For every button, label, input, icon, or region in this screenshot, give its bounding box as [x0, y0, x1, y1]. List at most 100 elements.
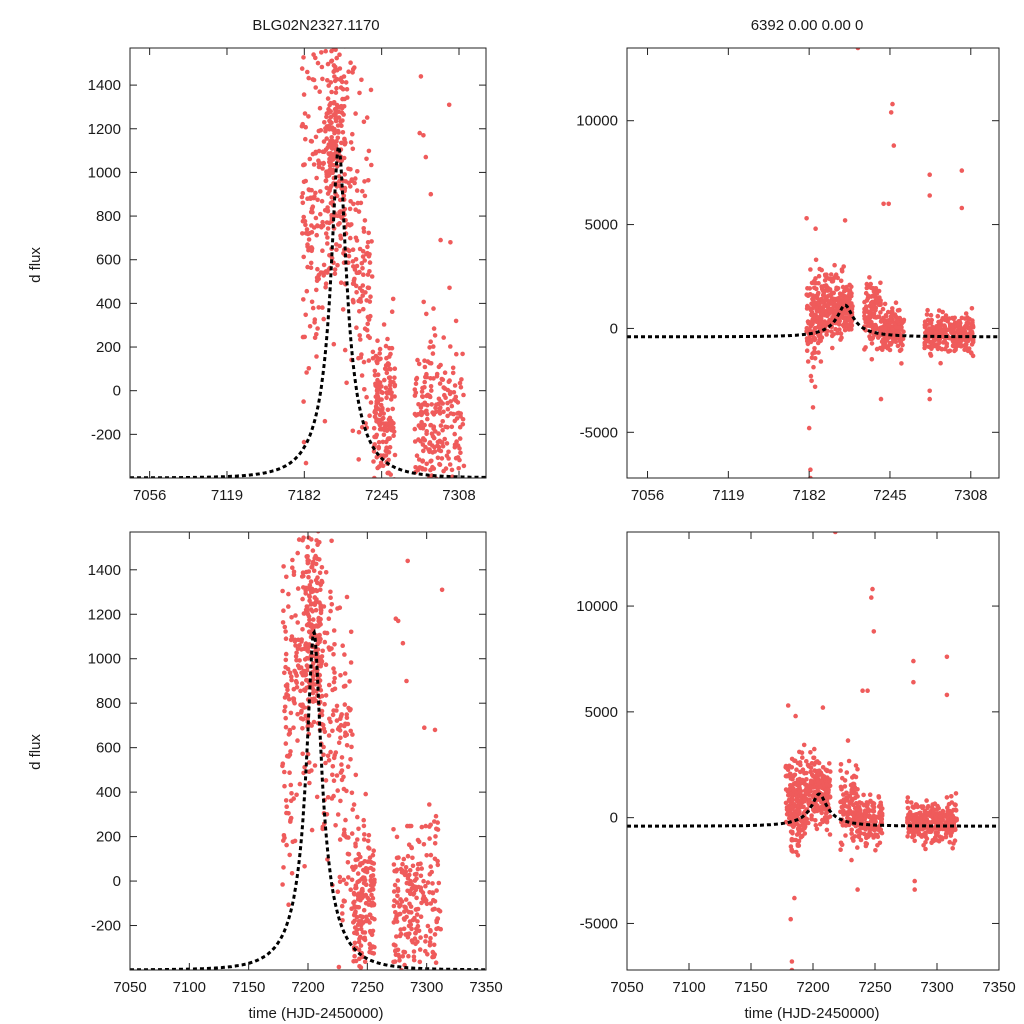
- data-point: [827, 814, 833, 819]
- data-point: [326, 172, 332, 178]
- data-point: [838, 768, 843, 773]
- data-point: [842, 327, 848, 333]
- data-point: [849, 784, 855, 789]
- data-point: [436, 364, 442, 370]
- data-point: [371, 449, 377, 454]
- data-point: [306, 366, 312, 371]
- y-tick-label: 1000: [88, 164, 121, 181]
- data-point: [969, 306, 975, 311]
- data-point: [350, 146, 356, 152]
- data-point: [787, 797, 792, 803]
- data-point: [793, 780, 798, 786]
- data-point: [386, 362, 392, 367]
- data-point: [460, 351, 465, 357]
- data-point: [387, 426, 393, 432]
- data-point: [283, 657, 289, 663]
- data-point: [338, 798, 343, 804]
- data-point: [316, 128, 322, 134]
- data-point: [394, 919, 400, 924]
- bottom-left-points: [280, 532, 445, 970]
- data-point: [355, 871, 361, 876]
- data-point: [792, 895, 797, 901]
- data-point: [306, 237, 312, 242]
- data-point: [300, 627, 305, 632]
- data-point: [375, 360, 380, 366]
- data-point: [933, 330, 939, 336]
- data-point: [299, 194, 305, 200]
- data-point: [453, 398, 459, 404]
- data-point: [416, 402, 421, 407]
- data-point: [418, 861, 423, 866]
- data-point: [341, 193, 347, 198]
- data-point: [325, 753, 331, 759]
- x-tick-label: 7050: [610, 979, 643, 996]
- data-point: [328, 719, 333, 725]
- data-point: [423, 939, 428, 944]
- data-point: [839, 291, 844, 297]
- data-point: [342, 185, 348, 191]
- data-point: [348, 184, 353, 189]
- data-point: [944, 692, 950, 698]
- data-point: [306, 574, 311, 580]
- data-point: [424, 461, 430, 467]
- data-point: [790, 804, 796, 809]
- data-point: [393, 948, 398, 953]
- data-point: [363, 791, 369, 797]
- x-tick-label: 7200: [291, 979, 324, 996]
- data-point: [303, 312, 309, 318]
- data-point: [335, 262, 340, 268]
- data-point: [334, 139, 339, 144]
- data-point: [798, 828, 804, 833]
- data-point: [851, 773, 857, 779]
- data-point: [326, 682, 332, 688]
- data-point: [361, 229, 367, 234]
- x-tick-label: 7350: [982, 979, 1015, 996]
- data-point: [300, 538, 305, 543]
- data-point: [783, 800, 789, 806]
- y-tick-label: 800: [96, 695, 121, 712]
- data-point: [304, 678, 310, 683]
- data-point: [387, 445, 393, 450]
- data-point: [392, 898, 397, 903]
- data-point: [320, 76, 325, 82]
- bottom-left-ylabel: d flux: [27, 734, 44, 770]
- data-point: [392, 375, 397, 381]
- data-point: [323, 231, 329, 236]
- data-point: [809, 337, 814, 343]
- data-point: [315, 60, 321, 66]
- data-point: [878, 396, 884, 402]
- data-point: [432, 932, 438, 937]
- data-point: [306, 614, 312, 619]
- data-point: [420, 442, 426, 447]
- data-point: [422, 725, 427, 730]
- data-point: [458, 385, 464, 390]
- data-point: [339, 103, 344, 109]
- data-point: [317, 105, 323, 111]
- data-point: [342, 172, 348, 177]
- data-point: [838, 337, 843, 342]
- data-point: [357, 90, 362, 96]
- data-point: [313, 607, 319, 613]
- data-point: [340, 118, 345, 123]
- data-point: [280, 588, 285, 594]
- data-point: [328, 749, 333, 755]
- data-point: [876, 794, 881, 799]
- data-point: [425, 923, 431, 929]
- data-point: [458, 414, 463, 419]
- data-point: [313, 215, 319, 221]
- data-point: [418, 885, 424, 890]
- data-point: [365, 321, 371, 327]
- data-point: [331, 679, 337, 685]
- data-point: [878, 298, 883, 303]
- data-point: [299, 681, 305, 686]
- data-point: [306, 247, 311, 253]
- data-point: [420, 890, 426, 895]
- data-point: [452, 431, 458, 437]
- data-point: [813, 257, 819, 263]
- data-point: [437, 462, 443, 468]
- data-point: [306, 114, 311, 119]
- data-point: [432, 333, 438, 338]
- data-point: [347, 206, 353, 212]
- data-point: [827, 761, 832, 766]
- data-point: [356, 457, 362, 462]
